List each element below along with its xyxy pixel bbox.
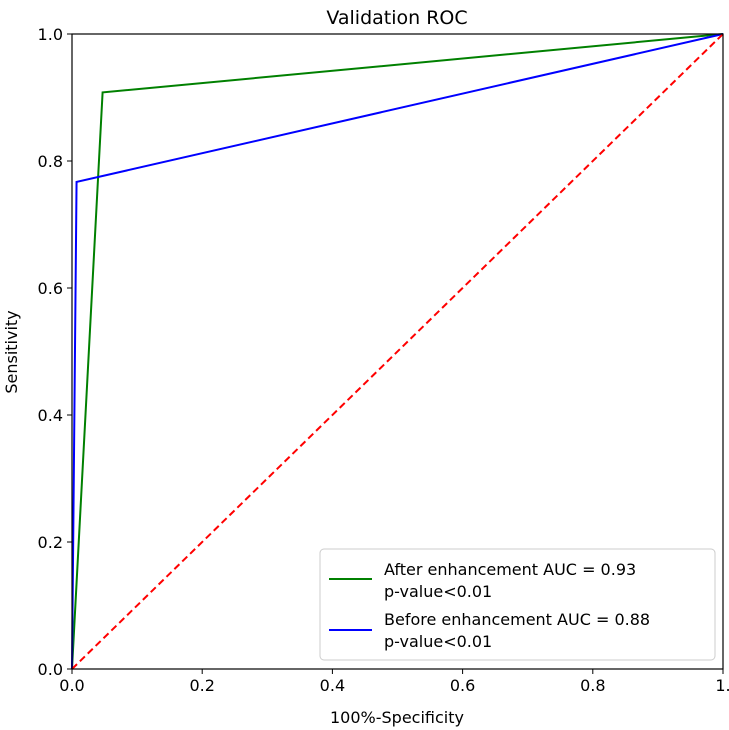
legend-note-after: p-value<0.01 [384,582,492,601]
diagonal-reference-line [71,33,724,670]
chart-title: Validation ROC [326,7,467,29]
plot-area [71,33,724,670]
y-tick-label: 0.0 [38,660,63,679]
x-tick-label: 0.2 [189,676,214,695]
roc-line-after [71,33,724,670]
x-axis: 0.0 0.2 0.4 0.6 0.8 1. [59,669,729,695]
x-tick-label: 1. [715,676,729,695]
roc-line-before [71,33,724,670]
y-tick-label: 0.8 [38,152,63,171]
x-tick-label: 0.6 [450,676,475,695]
y-tick-label: 0.2 [38,533,63,552]
legend-label-before: Before enhancement AUC = 0.88 [384,610,650,629]
legend-label-after: After enhancement AUC = 0.93 [384,560,636,579]
y-axis: 0.0 0.2 0.4 0.6 0.8 1.0 [38,25,72,679]
legend-box [319,548,716,661]
y-tick-label: 0.4 [38,406,63,425]
y-tick-label: 1.0 [38,25,63,44]
y-axis-label: Sensitivity [2,310,21,393]
plot-frame [71,33,724,670]
y-tick-label: 0.6 [38,279,63,298]
x-axis-label: 100%-Specificity [330,708,464,727]
legend: After enhancement AUC = 0.93 p-value<0.0… [319,548,716,661]
x-tick-label: 0.8 [580,676,605,695]
x-tick-label: 0.0 [59,676,84,695]
legend-note-before: p-value<0.01 [384,632,492,651]
x-tick-label: 0.4 [320,676,345,695]
